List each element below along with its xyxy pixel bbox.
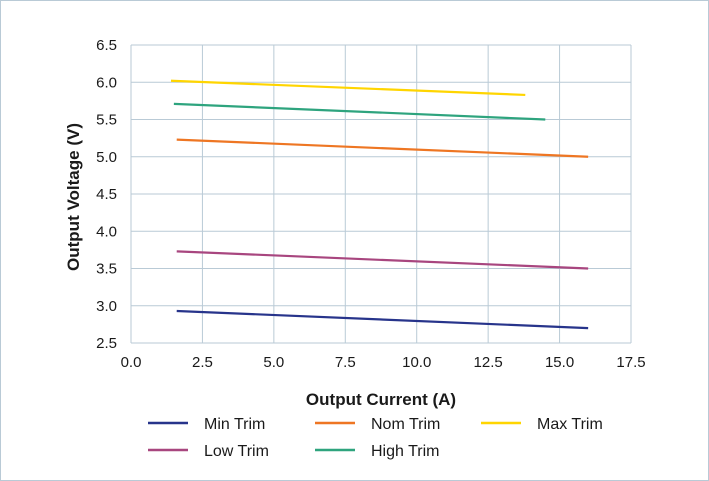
series-line-min-trim xyxy=(176,309,589,330)
x-tick-label: 10.0 xyxy=(402,354,431,371)
legend-label: Max Trim xyxy=(537,416,603,433)
x-tick-label: 12.5 xyxy=(474,354,503,371)
legend-label: Min Trim xyxy=(204,416,265,433)
legend-item-low-trim: Low Trim xyxy=(148,443,269,460)
legend-label: High Trim xyxy=(371,443,439,460)
legend-item-high-trim: High Trim xyxy=(315,443,439,460)
series-layer xyxy=(170,79,589,330)
series-line-max-trim xyxy=(170,79,526,97)
legend-label: Nom Trim xyxy=(371,416,440,433)
y-axis-title: Output Voltage (V) xyxy=(64,123,83,271)
x-tick-label: 15.0 xyxy=(545,354,574,371)
y-tick-label: 3.0 xyxy=(96,298,117,315)
x-tick-label: 2.5 xyxy=(192,354,213,371)
series-line-nom-trim xyxy=(176,138,589,158)
y-tick-label: 3.5 xyxy=(96,261,117,278)
x-tick-label: 17.5 xyxy=(616,354,645,371)
y-tick-label: 6.5 xyxy=(96,37,117,54)
y-tick-label: 5.0 xyxy=(96,149,117,166)
y-tick-label: 2.5 xyxy=(96,335,117,352)
series-line-high-trim xyxy=(173,102,546,121)
x-tick-label: 5.0 xyxy=(263,354,284,371)
legend-item-min-trim: Min Trim xyxy=(148,416,265,433)
legend-label: Low Trim xyxy=(204,443,269,460)
y-tick-label: 4.5 xyxy=(96,186,117,203)
y-tick-labels: 2.5 3.0 3.5 4.0 4.5 5.0 5.5 6.0 6.5 xyxy=(96,37,117,352)
y-tick-label: 4.0 xyxy=(96,223,117,240)
legend-item-max-trim: Max Trim xyxy=(481,416,603,433)
series-line-low-trim xyxy=(176,250,589,270)
y-tick-label: 6.0 xyxy=(96,74,117,91)
legend-item-nom-trim: Nom Trim xyxy=(315,416,440,433)
x-tick-labels: 0.0 2.5 5.0 7.5 10.0 12.5 15.0 17.5 xyxy=(121,354,646,371)
grid xyxy=(130,44,632,344)
x-axis-title: Output Current (A) xyxy=(306,390,456,409)
x-tick-label: 7.5 xyxy=(335,354,356,371)
legend: Min Trim Nom Trim Max Trim Low Trim High Tri… xyxy=(148,416,603,460)
x-tick-label: 0.0 xyxy=(121,354,142,371)
y-tick-label: 5.5 xyxy=(96,112,117,129)
